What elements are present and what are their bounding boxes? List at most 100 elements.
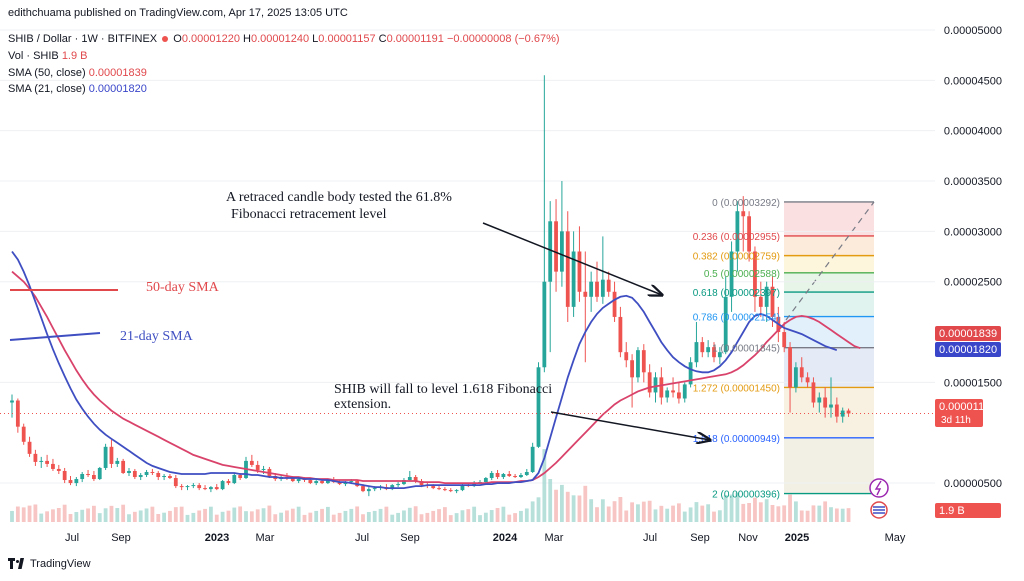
- volume-bar-130: [770, 505, 775, 522]
- candle-body-118: [700, 342, 705, 353]
- annotation-text-4: 50-day SMA: [146, 280, 220, 295]
- volume-bar-41: [249, 511, 254, 522]
- y-tick-label-3: 0.00003500: [944, 176, 1002, 188]
- candle-body-69: [413, 477, 418, 482]
- volume-bar-56: [337, 512, 342, 522]
- volume-bar-103: [612, 501, 617, 522]
- candle-body-7: [51, 463, 55, 469]
- volume-bar-122: [723, 495, 728, 522]
- fib-zone-band-4: [784, 292, 874, 317]
- fibonacci-zone: [784, 201, 875, 495]
- candle-body-87: [519, 475, 523, 478]
- candle-body-48: [290, 478, 295, 482]
- volume-label: Vol · SHIB: [8, 50, 59, 62]
- x-tick-label-1: Sep: [111, 532, 131, 544]
- candle-body-139: [823, 397, 828, 408]
- sma21-value: 0.00001820: [88, 83, 147, 95]
- candle-body-67: [402, 480, 406, 485]
- candle-body-61: [366, 489, 371, 492]
- fib-zone-band-3: [784, 272, 874, 293]
- volume-bar-124: [735, 492, 740, 522]
- volume-legend[interactable]: Vol · SHIB 1.9 B: [8, 50, 88, 62]
- volume-bar-114: [677, 503, 681, 522]
- candle-body-101: [600, 279, 605, 297]
- volume-bar-46: [279, 512, 283, 522]
- volume-bar-69: [413, 506, 418, 522]
- volume-bar-10: [68, 514, 73, 522]
- sma21-line: [11, 250, 838, 489]
- volume-bar-67: [402, 510, 406, 522]
- symbol-name[interactable]: SHIB / Dollar · 1W · BITFINEX: [8, 33, 158, 45]
- candle-body-53: [320, 481, 324, 484]
- volume-bar-7: [51, 509, 55, 522]
- volume-bar-28: [173, 507, 178, 522]
- volume-bar-4: [33, 504, 38, 522]
- volume-bar-21: [132, 511, 137, 522]
- candle-body-3: [27, 441, 32, 454]
- volume-bar-123: [729, 494, 734, 522]
- volume-bar-45: [273, 514, 278, 522]
- volume-bar-40: [244, 511, 248, 522]
- candles: [10, 75, 851, 497]
- candle-body-30: [185, 486, 190, 488]
- volume-bar-53: [320, 508, 324, 522]
- volume-bar-27: [168, 510, 172, 522]
- volume-bar-119: [706, 504, 711, 522]
- badge-bg-3: [935, 503, 1001, 518]
- volume-bar-125: [741, 503, 746, 522]
- sma50-legend[interactable]: SMA (50, close) 0.00001839: [8, 67, 147, 79]
- volume-bar-38: [232, 507, 237, 522]
- candle-body-106: [630, 360, 634, 378]
- x-tick-label-12: May: [885, 532, 906, 544]
- candle-body-82: [489, 472, 494, 479]
- candle-body-96: [571, 251, 576, 307]
- candle-body-119: [706, 347, 711, 353]
- candle-body-36: [220, 481, 225, 490]
- volume-bar-88: [524, 508, 529, 522]
- fib-zone-band-5: [784, 316, 874, 348]
- volume-bar-57: [343, 510, 348, 522]
- candle-body-83: [495, 472, 500, 478]
- time-axis: Jul Sep 2023 Mar Jul Sep 2024 Mar Jul Sep Nov 2025 M…: [65, 532, 906, 544]
- close-value: 0.00001191: [386, 33, 444, 45]
- fib-level-label-4: 0.618 (0.00002397): [693, 288, 780, 299]
- volume-bar-143: [846, 508, 851, 522]
- annotations: A retraced candle body tested the 61.8% F…: [120, 190, 710, 440]
- low-value: 0.00001157: [318, 33, 376, 45]
- volume-bar-100: [595, 507, 599, 522]
- x-tick-label-6: 2024: [493, 532, 518, 544]
- candle-body-122: [723, 296, 728, 353]
- volume-bar-25: [156, 514, 161, 522]
- candle-body-81: [483, 478, 488, 483]
- candle-body-138: [817, 397, 822, 403]
- tradingview-brand[interactable]: TradingView: [8, 558, 91, 570]
- candle-body-5: [39, 460, 44, 462]
- volume-bar-137: [811, 505, 816, 522]
- candle-body-25: [156, 472, 161, 478]
- volume-bar-128: [758, 502, 763, 522]
- x-tick-label-3: Mar: [256, 532, 275, 544]
- fib-level-label-8: 1.618 (0.00000949): [693, 434, 780, 445]
- brand-name: TradingView: [30, 558, 91, 570]
- badge-bg-1: [935, 342, 1001, 357]
- volume-bar-66: [396, 512, 400, 522]
- candle-body-58: [349, 481, 354, 483]
- volume-bar-115: [682, 511, 687, 522]
- volume-bar-139: [823, 501, 828, 522]
- candle-body-22: [138, 475, 143, 478]
- volume-bar-134: [794, 501, 798, 522]
- volume-bar-76: [454, 513, 459, 522]
- candle-body-26: [162, 476, 166, 478]
- fib-level-label-2: 0.382 (0.00002759): [693, 252, 780, 263]
- candle-body-95: [565, 231, 570, 307]
- lightning-icon: [869, 478, 889, 498]
- candle-body-31: [191, 485, 196, 487]
- candle-body-128: [758, 296, 763, 307]
- volume-bar-90: [536, 497, 541, 522]
- candle-body-16: [103, 446, 108, 468]
- sma21-legend[interactable]: SMA (21, close) 0.00001820: [8, 83, 147, 95]
- volume-bar-142: [840, 508, 845, 522]
- fib-level-label-0: 0 (0.00003292): [712, 198, 780, 209]
- volume-bar-35: [214, 514, 219, 522]
